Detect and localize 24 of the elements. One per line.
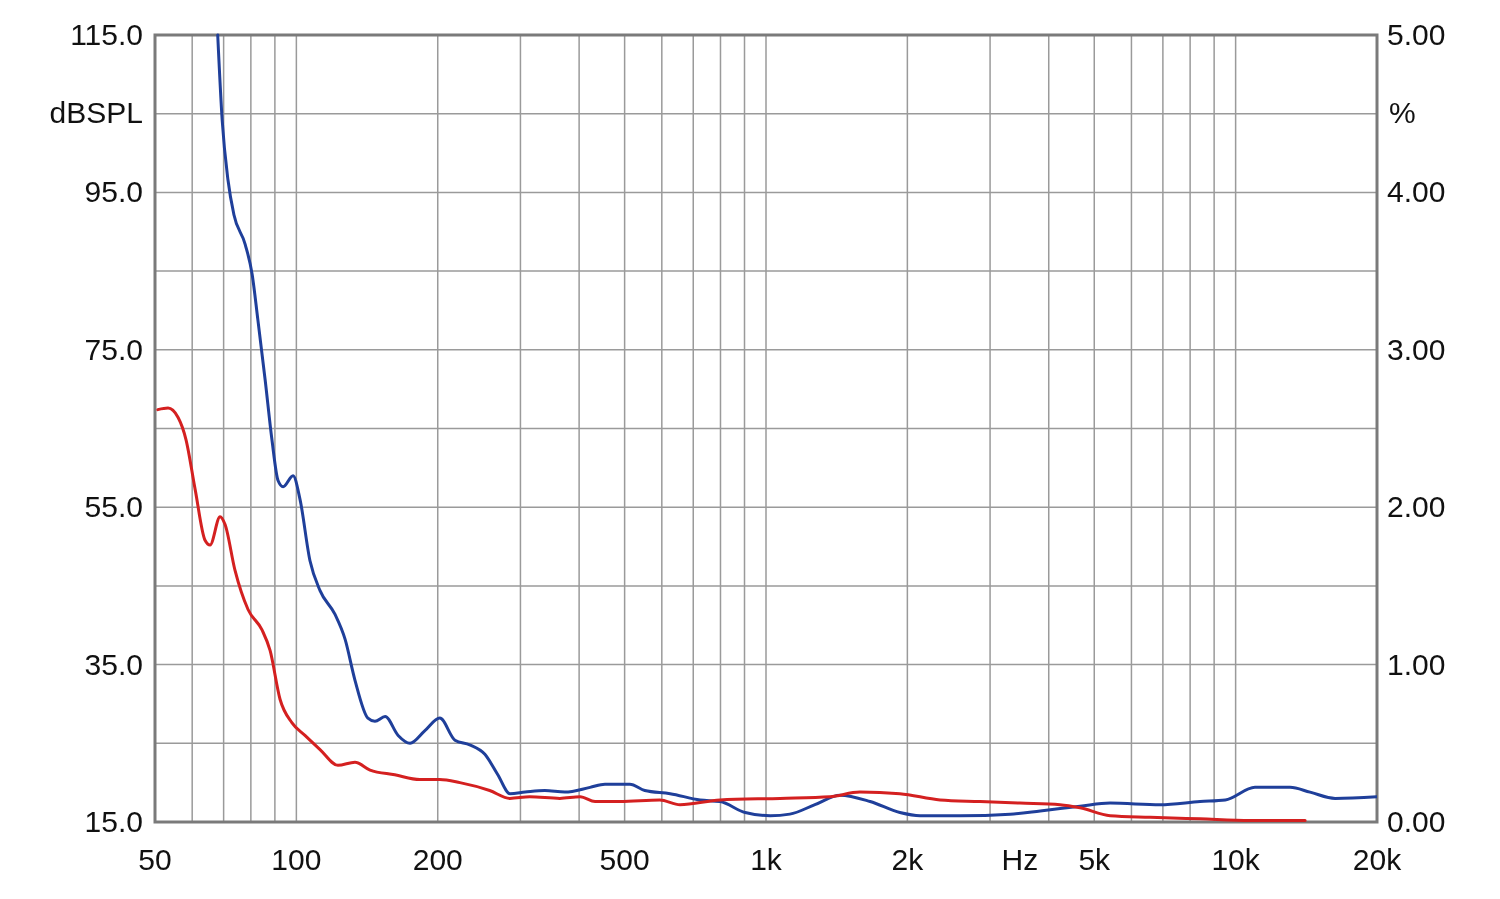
y2-tick-label: 3.00 xyxy=(1387,332,1446,366)
y2-tick-label: 1.00 xyxy=(1387,647,1446,681)
x-tick-label: 50 xyxy=(138,843,172,876)
y-tick-label: 35.0 xyxy=(84,647,143,681)
y2-tick-label: 5.00 xyxy=(1387,18,1446,51)
y-tick-label: 75.0 xyxy=(84,332,143,366)
y2-axis-title: % xyxy=(1389,96,1416,129)
x-axis-title: Hz xyxy=(1001,843,1039,876)
y-tick-label: 15.0 xyxy=(84,805,143,838)
x-tick-label: 100 xyxy=(271,843,322,876)
y2-tick-label: 4.00 xyxy=(1387,175,1446,209)
x-tick-label: 20k xyxy=(1352,843,1403,876)
y-tick-label: 55.0 xyxy=(84,490,143,524)
x-tick-label: 5k xyxy=(1078,843,1112,876)
x-tick-label: 2k xyxy=(891,843,925,876)
x-tick-label: 500 xyxy=(599,843,650,876)
x-tick-label: 10k xyxy=(1211,843,1261,876)
y2-tick-label: 2.00 xyxy=(1387,490,1446,524)
x-tick-label: 1k xyxy=(750,843,783,876)
y2-tick-label: 0.00 xyxy=(1387,805,1446,838)
y-tick-label: 115.0 xyxy=(70,18,143,51)
y-axis-title: dBSPL xyxy=(49,96,143,129)
y-tick-label: 95.0 xyxy=(84,175,143,209)
x-tick-label: 200 xyxy=(412,843,463,876)
